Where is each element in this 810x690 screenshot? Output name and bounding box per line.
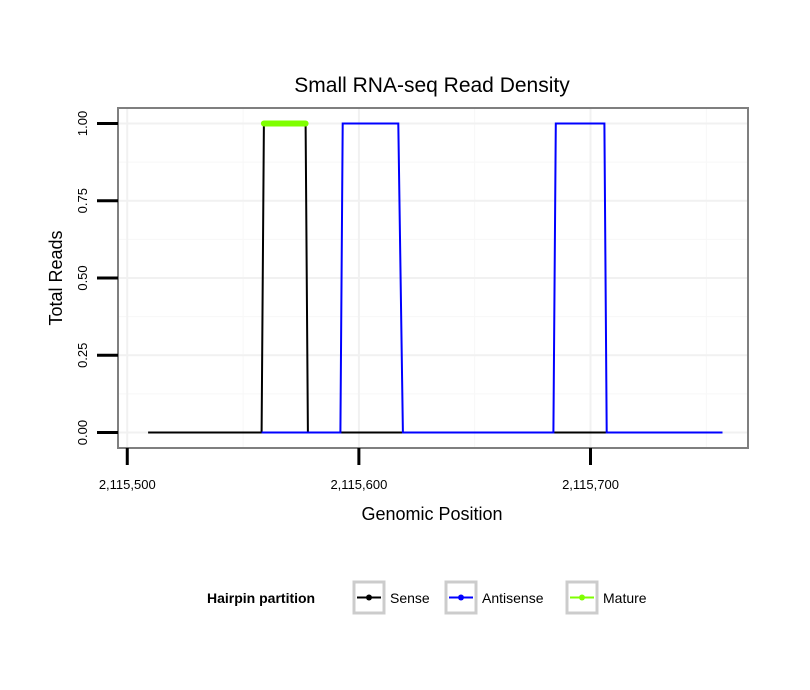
y-tick-label-0: 0.00 xyxy=(75,420,90,445)
y-tick-label-1: 0.25 xyxy=(75,343,90,368)
legend-label-antisense: Antisense xyxy=(482,590,544,606)
axes: 0.00 0.25 0.50 0.75 1.00 2,115,500 2,115,600 2,… xyxy=(75,111,619,492)
series-line-antisense xyxy=(261,122,723,434)
y-axis-title: Total Reads xyxy=(46,230,66,325)
y-tick-label-4: 1.00 xyxy=(75,111,90,136)
y-tick-label-2: 0.50 xyxy=(75,265,90,290)
x-tick-label-2: 2,115,700 xyxy=(562,477,619,492)
legend-label-mature: Mature xyxy=(603,590,647,606)
y-tick-label-3: 0.75 xyxy=(75,188,90,213)
legend-dot-sense xyxy=(366,594,372,601)
chart-title: Small RNA-seq Read Density xyxy=(294,74,570,97)
x-tick-label-1: 2,115,600 xyxy=(330,477,387,492)
x-axis-title: Genomic Position xyxy=(361,504,502,524)
legend-title: Hairpin partition xyxy=(207,590,315,606)
legend-label-sense: Sense xyxy=(390,590,430,606)
legend-dot-mature xyxy=(579,594,585,601)
legend-dot-antisense xyxy=(458,594,464,601)
series-lines xyxy=(148,120,723,434)
x-tick-label-0: 2,115,500 xyxy=(99,477,156,492)
legend: Hairpin partition Sense Antisense Mature xyxy=(207,580,647,615)
grid-lines xyxy=(118,108,748,448)
